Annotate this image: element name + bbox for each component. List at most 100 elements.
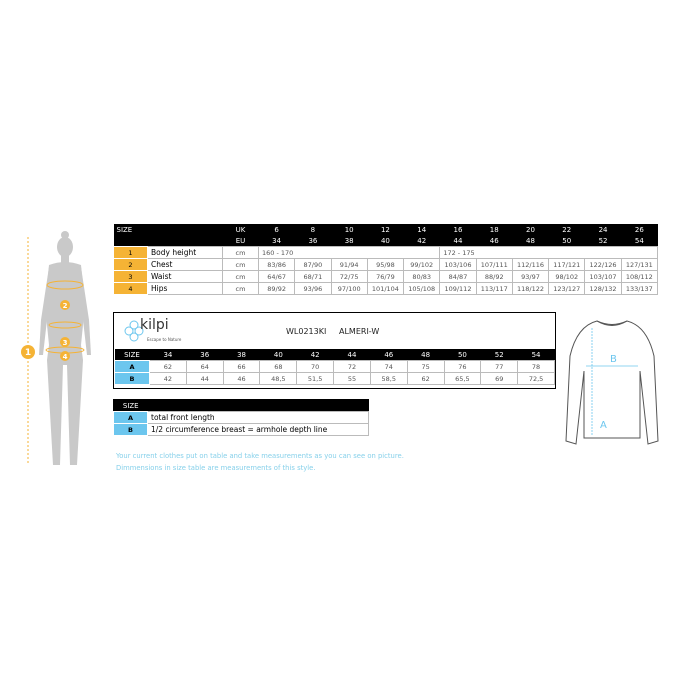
- value: 75: [406, 360, 445, 373]
- value: 87/90: [294, 258, 332, 271]
- table-row: A 62 64 66 68 70 72 74 75 76 77 78: [114, 360, 555, 373]
- uk-size: 20: [512, 224, 549, 235]
- value: 84/87: [439, 270, 477, 283]
- row-label: A: [114, 360, 150, 373]
- row-label: A: [113, 411, 148, 424]
- value: 83/86: [257, 258, 296, 271]
- eu-size: 38: [331, 235, 368, 247]
- value: 123/127: [548, 282, 586, 295]
- uk-size: 18: [476, 224, 513, 235]
- row-number: 4: [113, 282, 148, 295]
- eu-size: 54: [621, 235, 658, 247]
- size: 34: [149, 349, 187, 361]
- value: 78: [517, 360, 555, 373]
- size: 38: [223, 349, 260, 361]
- value: 44: [185, 372, 224, 385]
- unit: cm: [222, 258, 259, 271]
- marker-1: 1: [25, 348, 31, 358]
- size: 50: [444, 349, 481, 361]
- eu-label: EU: [222, 235, 259, 247]
- value: 101/104: [366, 282, 405, 295]
- value: 77: [480, 360, 519, 373]
- row-label: Body height: [147, 246, 223, 259]
- row-label: Hips: [147, 282, 223, 295]
- uk-size: 14: [403, 224, 440, 235]
- size: 40: [259, 349, 297, 361]
- uk-size: 12: [367, 224, 404, 235]
- note-line-1: Your current clothes put on table and ta…: [116, 452, 404, 460]
- value: 98/102: [548, 270, 586, 283]
- row-label: Waist: [147, 270, 223, 283]
- eu-size: 44: [439, 235, 477, 247]
- value: 95/98: [366, 258, 405, 271]
- value: 172 - 175: [439, 246, 658, 259]
- value: 107/111: [475, 258, 513, 271]
- value: 109/112: [439, 282, 477, 295]
- brand-tagline: Escape to Nature: [147, 337, 182, 342]
- brand-name: kilpi: [140, 317, 169, 333]
- eu-size: 42: [403, 235, 440, 247]
- body-measurement-figure: 1 2 3 4: [21, 231, 91, 465]
- value: 88/92: [475, 270, 513, 283]
- uk-size: 6: [258, 224, 295, 235]
- value: 46: [222, 372, 261, 385]
- size: 42: [296, 349, 334, 361]
- size: 54: [517, 349, 555, 361]
- value: 64: [185, 360, 224, 373]
- value: 70: [296, 360, 335, 373]
- size: 36: [186, 349, 224, 361]
- value: 103/107: [584, 270, 622, 283]
- note-line-2: Dimmensions in size table are measuremen…: [116, 464, 316, 472]
- value: 68/71: [294, 270, 332, 283]
- table-row: 2 Chest cm 83/86 87/90 91/94 95/98 99/102 103/10…: [113, 258, 659, 271]
- value: 62: [406, 372, 445, 385]
- uk-size: 10: [331, 224, 368, 235]
- uk-size: 22: [548, 224, 585, 235]
- uk-size: 16: [439, 224, 477, 235]
- eu-row: EU 34 36 38 40 42 44 46 48 50 52 54: [113, 235, 658, 247]
- value: 76/79: [366, 270, 405, 283]
- size-header: SIZE: [114, 349, 150, 361]
- marker-2: 2: [63, 302, 68, 310]
- value: 99/102: [403, 258, 441, 271]
- row-label: B: [113, 423, 148, 436]
- value: 42: [149, 372, 187, 385]
- eu-size: 50: [548, 235, 585, 247]
- shirt-diagram: B A: [565, 320, 659, 445]
- unit: cm: [222, 246, 259, 259]
- product-size-table: SIZE 34 36 38 40 42 44 46 48 50 52 54 A 62 64 66 68 70 72…: [114, 349, 555, 385]
- size: 52: [480, 349, 518, 361]
- uk-label: UK: [222, 224, 259, 235]
- row-label: B: [114, 372, 150, 385]
- value: 72: [333, 360, 371, 373]
- value: 72/75: [330, 270, 368, 283]
- eu-size: 36: [294, 235, 332, 247]
- table-row: 1 Body height cm 160 - 170 172 - 175: [113, 246, 658, 259]
- value: 72,5: [517, 372, 555, 385]
- product-code: WL0213KI: [286, 327, 327, 336]
- size: 48: [407, 349, 444, 361]
- uk-size: 26: [621, 224, 658, 235]
- value: 64/67: [257, 270, 296, 283]
- value: 62: [149, 360, 187, 373]
- value: 117/121: [548, 258, 586, 271]
- size-header: SIZE: [113, 224, 148, 235]
- row-number: 1: [113, 246, 148, 259]
- description: total front length: [147, 411, 369, 424]
- value: 48,5: [259, 372, 298, 385]
- value: 66: [222, 360, 261, 373]
- value: 55: [333, 372, 371, 385]
- row-number: 2: [113, 258, 148, 271]
- value: 108/112: [620, 270, 659, 283]
- value: 127/131: [620, 258, 659, 271]
- table-row: 4 Hips cm 89/92 93/96 97/100 101/104 105/108 109…: [113, 282, 659, 295]
- row-label: Chest: [147, 258, 223, 271]
- value: 69: [480, 372, 519, 385]
- value: 113/117: [475, 282, 513, 295]
- eu-size: 52: [584, 235, 622, 247]
- product-size-box: kilpi Escape to Nature WL0213KI ALMERI-W…: [113, 312, 556, 389]
- eu-size: 34: [258, 235, 295, 247]
- value: 80/83: [403, 270, 441, 283]
